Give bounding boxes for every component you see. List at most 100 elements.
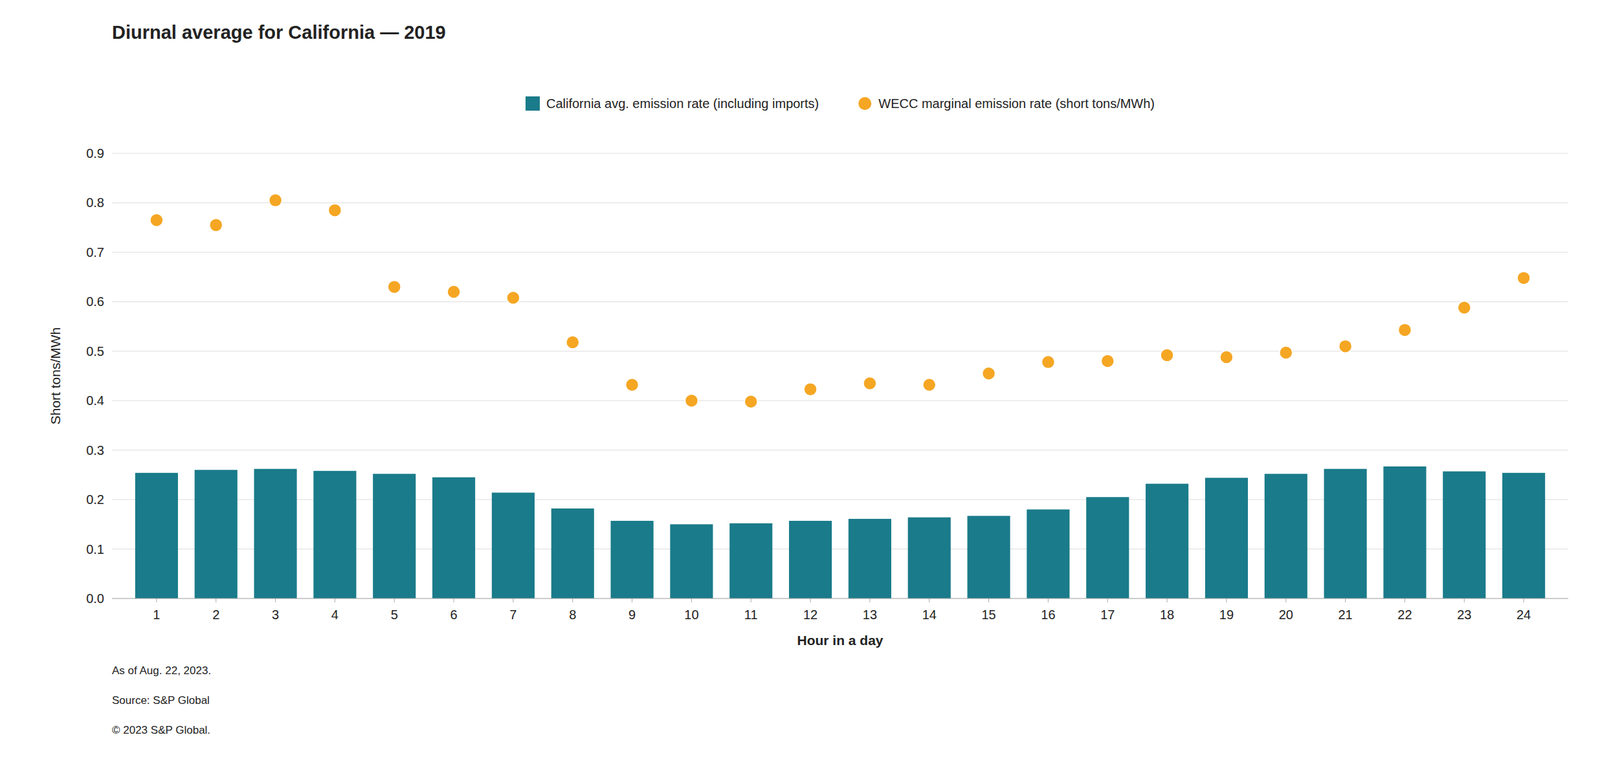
x-axis-line [111, 598, 1569, 600]
x-tick-label: 7 [509, 607, 517, 623]
point [447, 285, 461, 299]
y-axis-label: Short tons/MWh [47, 327, 63, 426]
grid-line [111, 598, 1569, 600]
footnote: Source: S&P Global [111, 694, 210, 707]
point [863, 376, 877, 390]
bar [1145, 484, 1189, 599]
y-tick-label: 0.1 [86, 542, 105, 557]
x-tick-label: 14 [922, 607, 937, 623]
point [922, 378, 936, 392]
x-tick [691, 598, 692, 603]
x-tick-label: 10 [684, 607, 699, 623]
bar [432, 477, 476, 599]
y-tick-label: 0.8 [86, 195, 105, 210]
x-tick-label: 17 [1100, 607, 1115, 623]
point [150, 213, 164, 227]
x-tick-label: 20 [1278, 607, 1294, 623]
x-tick [1344, 598, 1346, 603]
y-tick-label: 0.9 [86, 146, 105, 161]
point [1398, 323, 1412, 337]
bar [253, 469, 297, 599]
x-tick [1166, 598, 1168, 603]
bar [1205, 477, 1248, 599]
bar [908, 517, 951, 599]
point [1041, 355, 1055, 369]
point [803, 383, 817, 397]
legend-label: WECC marginal emission rate (short tons/… [878, 96, 1155, 111]
title: Diurnal average for California — 2019 [111, 22, 446, 43]
bar [729, 523, 773, 599]
grid-line [111, 301, 1569, 303]
bar [1442, 471, 1486, 599]
x-tick-label: 13 [862, 607, 878, 623]
bar [848, 519, 892, 599]
x-tick [155, 598, 157, 603]
x-tick-label: 19 [1219, 607, 1234, 623]
y-tick-label: 0.0 [86, 591, 105, 606]
bar [669, 524, 713, 599]
bar [551, 508, 595, 599]
x-tick [869, 598, 870, 603]
x-tick [275, 598, 276, 603]
bar [611, 521, 654, 599]
grid-line [111, 400, 1569, 402]
x-tick [1523, 598, 1525, 603]
x-tick-label: 11 [744, 607, 758, 623]
x-tick-label: 21 [1337, 607, 1353, 623]
bar [194, 469, 238, 599]
x-axis: 123456789101112131415161718192021222324 [111, 598, 1569, 623]
series-bar [135, 466, 1545, 599]
bar [1324, 469, 1367, 599]
x-tick [750, 598, 752, 603]
x-tick [988, 598, 989, 603]
x-tick-label: 2 [212, 607, 220, 623]
grid-line [111, 153, 1569, 155]
x-tick-label: 5 [390, 607, 399, 623]
grid-line [111, 251, 1569, 253]
y-tick-label: 0.3 [86, 443, 105, 458]
bar [372, 473, 416, 599]
x-tick [1047, 598, 1049, 603]
x-tick [1225, 598, 1227, 603]
x-tick-label: 15 [981, 607, 996, 623]
bar [1502, 473, 1545, 599]
x-tick [1285, 598, 1287, 603]
x-tick-label: 4 [331, 607, 339, 623]
y-tick-label: 0.7 [86, 245, 105, 260]
x-tick [1404, 598, 1406, 603]
footnote: As of Aug. 22, 2023. [111, 664, 212, 678]
point [982, 366, 996, 380]
x-tick [394, 598, 395, 603]
y-tick-label: 0.2 [86, 492, 105, 507]
bar [491, 492, 535, 599]
x-tick [453, 598, 455, 603]
x-tick [631, 598, 633, 603]
point [1279, 346, 1293, 360]
legend: California avg. emission rate (including… [525, 96, 1155, 111]
x-tick [928, 598, 930, 603]
y-axis: 0.00.10.20.30.40.50.60.70.80.9 [86, 146, 1569, 606]
bar [313, 471, 356, 599]
point [1220, 350, 1234, 364]
x-tick [572, 598, 573, 603]
x-tick-label: 9 [628, 607, 636, 623]
grid-line [111, 202, 1569, 204]
point [744, 395, 758, 409]
legend-item: WECC marginal emission rate (short tons/… [858, 96, 1155, 111]
point [269, 194, 283, 208]
x-tick-label: 18 [1159, 607, 1175, 623]
series-scatter [150, 194, 1531, 409]
point [387, 280, 401, 294]
x-tick [1464, 598, 1465, 603]
legend-label: California avg. emission rate (including… [546, 96, 819, 111]
x-tick [215, 598, 217, 603]
point [1517, 271, 1531, 285]
point [1160, 348, 1174, 362]
bar [135, 473, 178, 599]
x-tick-label: 23 [1456, 607, 1472, 623]
x-tick [810, 598, 812, 603]
x-tick-label: 24 [1516, 607, 1531, 623]
legend-item: California avg. emission rate (including… [525, 96, 819, 111]
x-tick-label: 3 [271, 607, 279, 623]
x-tick [1107, 598, 1109, 603]
